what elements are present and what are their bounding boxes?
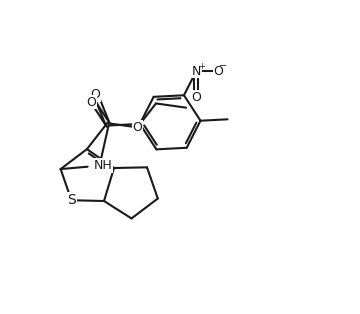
Text: O: O bbox=[86, 95, 96, 109]
Text: NH: NH bbox=[94, 159, 112, 172]
Text: +: + bbox=[198, 62, 205, 71]
Text: O: O bbox=[132, 121, 142, 134]
Text: O: O bbox=[191, 91, 201, 104]
Text: O: O bbox=[213, 65, 223, 78]
Text: O: O bbox=[90, 89, 100, 101]
Text: N: N bbox=[192, 65, 201, 78]
Text: −: − bbox=[219, 61, 227, 71]
Text: S: S bbox=[67, 193, 76, 207]
